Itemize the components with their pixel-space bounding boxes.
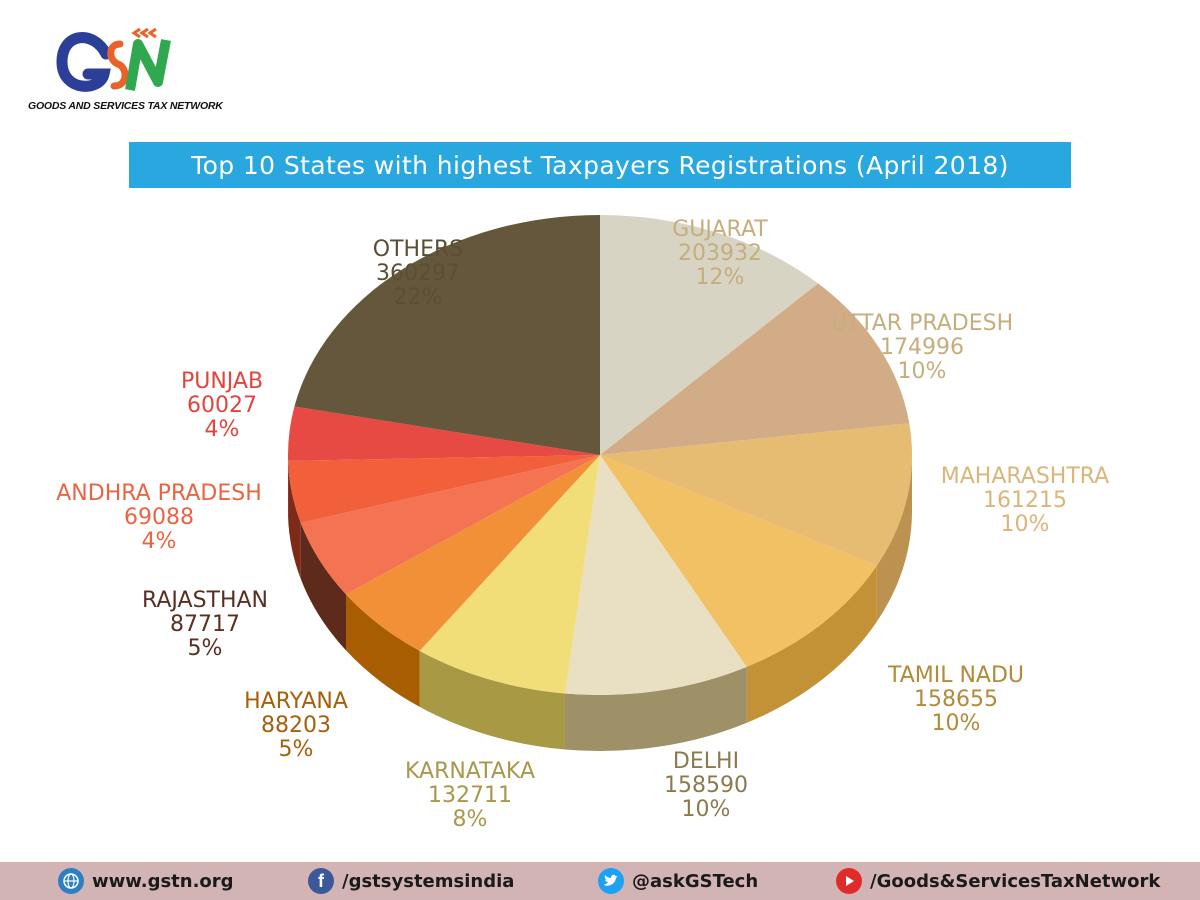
label-value-maharashtra: 161215	[983, 488, 1067, 513]
data-label-gujarat: GUJARAT 203932 12%	[672, 218, 767, 290]
label-name-punjab: PUNJAB	[180, 369, 264, 394]
label-name-tamil-nadu: TAMIL NADU	[887, 663, 1025, 688]
data-label-maharashtra: MAHARASHTRA 161215 10%	[941, 465, 1109, 537]
label-name-rajasthan: RAJASTHAN	[141, 588, 269, 613]
pie-side-tamil-nadu	[746, 565, 877, 723]
label-name-andhra-pradesh: ANDHRA PRADESH	[56, 481, 262, 506]
pie-slice-gujarat	[600, 215, 819, 455]
pie-side-karnataka	[419, 650, 565, 750]
logo-caption: GOODS AND SERVICES TAX NETWORK	[28, 100, 223, 112]
label-value-punjab: 60027	[186, 393, 257, 418]
logo-g-mark	[56, 32, 112, 92]
label-percent-maharashtra: 10%	[1000, 512, 1050, 537]
facebook-text: /gstsystemsindia	[342, 870, 515, 892]
facebook-link[interactable]: f /gstsystemsindia	[308, 867, 514, 895]
pie-slice-tamil-nadu	[600, 455, 877, 667]
pie-slice-others	[294, 215, 600, 455]
pie-side-rajasthan	[300, 522, 347, 651]
youtube-text: /Goods&ServicesTaxNetwork	[870, 870, 1161, 892]
twitter-link[interactable]: @askGSTech	[598, 867, 758, 895]
label-percent-rajasthan: 5%	[187, 636, 223, 661]
pie-slice-andhra-pradesh	[288, 455, 600, 523]
label-name-karnataka: KARNATAKA	[404, 759, 536, 784]
label-name-gujarat: GUJARAT	[672, 217, 768, 242]
pie-side-maharashtra	[876, 455, 912, 622]
label-value-uttar-pradesh: 174996	[880, 335, 964, 360]
label-percent-andhra-pradesh: 4%	[141, 529, 177, 554]
label-name-uttar-pradesh: UTTAR PRADESH	[830, 311, 1014, 336]
label-value-haryana: 88203	[260, 713, 331, 738]
pie-slice-uttar-pradesh	[600, 283, 910, 455]
label-value-karnataka: 132711	[428, 783, 512, 808]
label-name-others: OTHERS	[372, 237, 464, 262]
facebook-icon: f	[308, 868, 334, 894]
pie-slice-rajasthan	[300, 455, 600, 595]
youtube-icon	[836, 868, 862, 894]
chart-title-banner: Top 10 States with highest Taxpayers Reg…	[129, 142, 1071, 188]
pie-side-haryana	[346, 594, 420, 707]
label-name-maharashtra: MAHARASHTRA	[940, 464, 1110, 489]
pie-slice-delhi	[564, 455, 747, 696]
label-value-gujarat: 203932	[678, 241, 762, 266]
label-value-delhi: 158590	[664, 773, 748, 798]
pie-side-delhi	[564, 666, 747, 752]
logo-chevrons-icon	[131, 27, 157, 39]
youtube-link[interactable]: /Goods&ServicesTaxNetwork	[836, 867, 1160, 895]
label-name-haryana: HARYANA	[244, 689, 348, 714]
label-percent-delhi: 10%	[681, 797, 731, 822]
website-link[interactable]: www.gstn.org	[58, 867, 234, 895]
data-label-punjab: PUNJAB 60027 4%	[181, 370, 263, 442]
globe-icon	[58, 868, 84, 894]
label-value-rajasthan: 87717	[170, 612, 240, 637]
logo-n-mark	[125, 39, 171, 91]
data-label-uttar-pradesh: UTTAR PRADESH 174996 10%	[831, 312, 1013, 384]
pie-slice-haryana	[346, 455, 600, 651]
pie-slice-karnataka	[419, 455, 600, 694]
pie-slice-maharashtra	[600, 423, 912, 566]
twitter-text: @askGSTech	[632, 870, 759, 892]
data-label-delhi: DELHI 158590 10%	[664, 750, 748, 822]
twitter-icon	[598, 868, 624, 894]
data-label-andhra-pradesh: ANDHRA PRADESH 69088 4%	[56, 482, 262, 554]
label-percent-tamil-nadu: 10%	[931, 711, 981, 736]
data-label-tamil-nadu: TAMIL NADU 158655 10%	[888, 664, 1024, 736]
website-text: www.gstn.org	[92, 870, 234, 892]
gstn-logo	[56, 27, 171, 92]
label-value-others: 360297	[376, 261, 460, 286]
data-label-karnataka: KARNATAKA 132711 8%	[405, 760, 535, 832]
label-percent-uttar-pradesh: 10%	[897, 359, 947, 384]
label-percent-gujarat: 12%	[695, 265, 745, 290]
data-label-rajasthan: RAJASTHAN 87717 5%	[142, 589, 268, 661]
label-percent-punjab: 4%	[204, 417, 240, 442]
label-name-delhi: DELHI	[672, 749, 740, 774]
label-value-andhra-pradesh: 69088	[124, 505, 194, 530]
data-label-others: OTHERS 360297 22%	[373, 238, 463, 310]
label-value-tamil-nadu: 158655	[914, 687, 998, 712]
logo-s-mark	[107, 40, 129, 90]
label-percent-haryana: 5%	[278, 737, 314, 762]
label-percent-karnataka: 8%	[452, 807, 488, 832]
label-percent-others: 22%	[393, 285, 443, 310]
data-label-haryana: HARYANA 88203 5%	[244, 690, 348, 762]
social-footer: www.gstn.org f /gstsystemsindia @askGSTe…	[0, 862, 1200, 900]
pie-side-andhra-pradesh	[288, 460, 301, 579]
chart-title: Top 10 States with highest Taxpayers Reg…	[191, 150, 1009, 180]
pie-slice-punjab	[287, 406, 600, 461]
